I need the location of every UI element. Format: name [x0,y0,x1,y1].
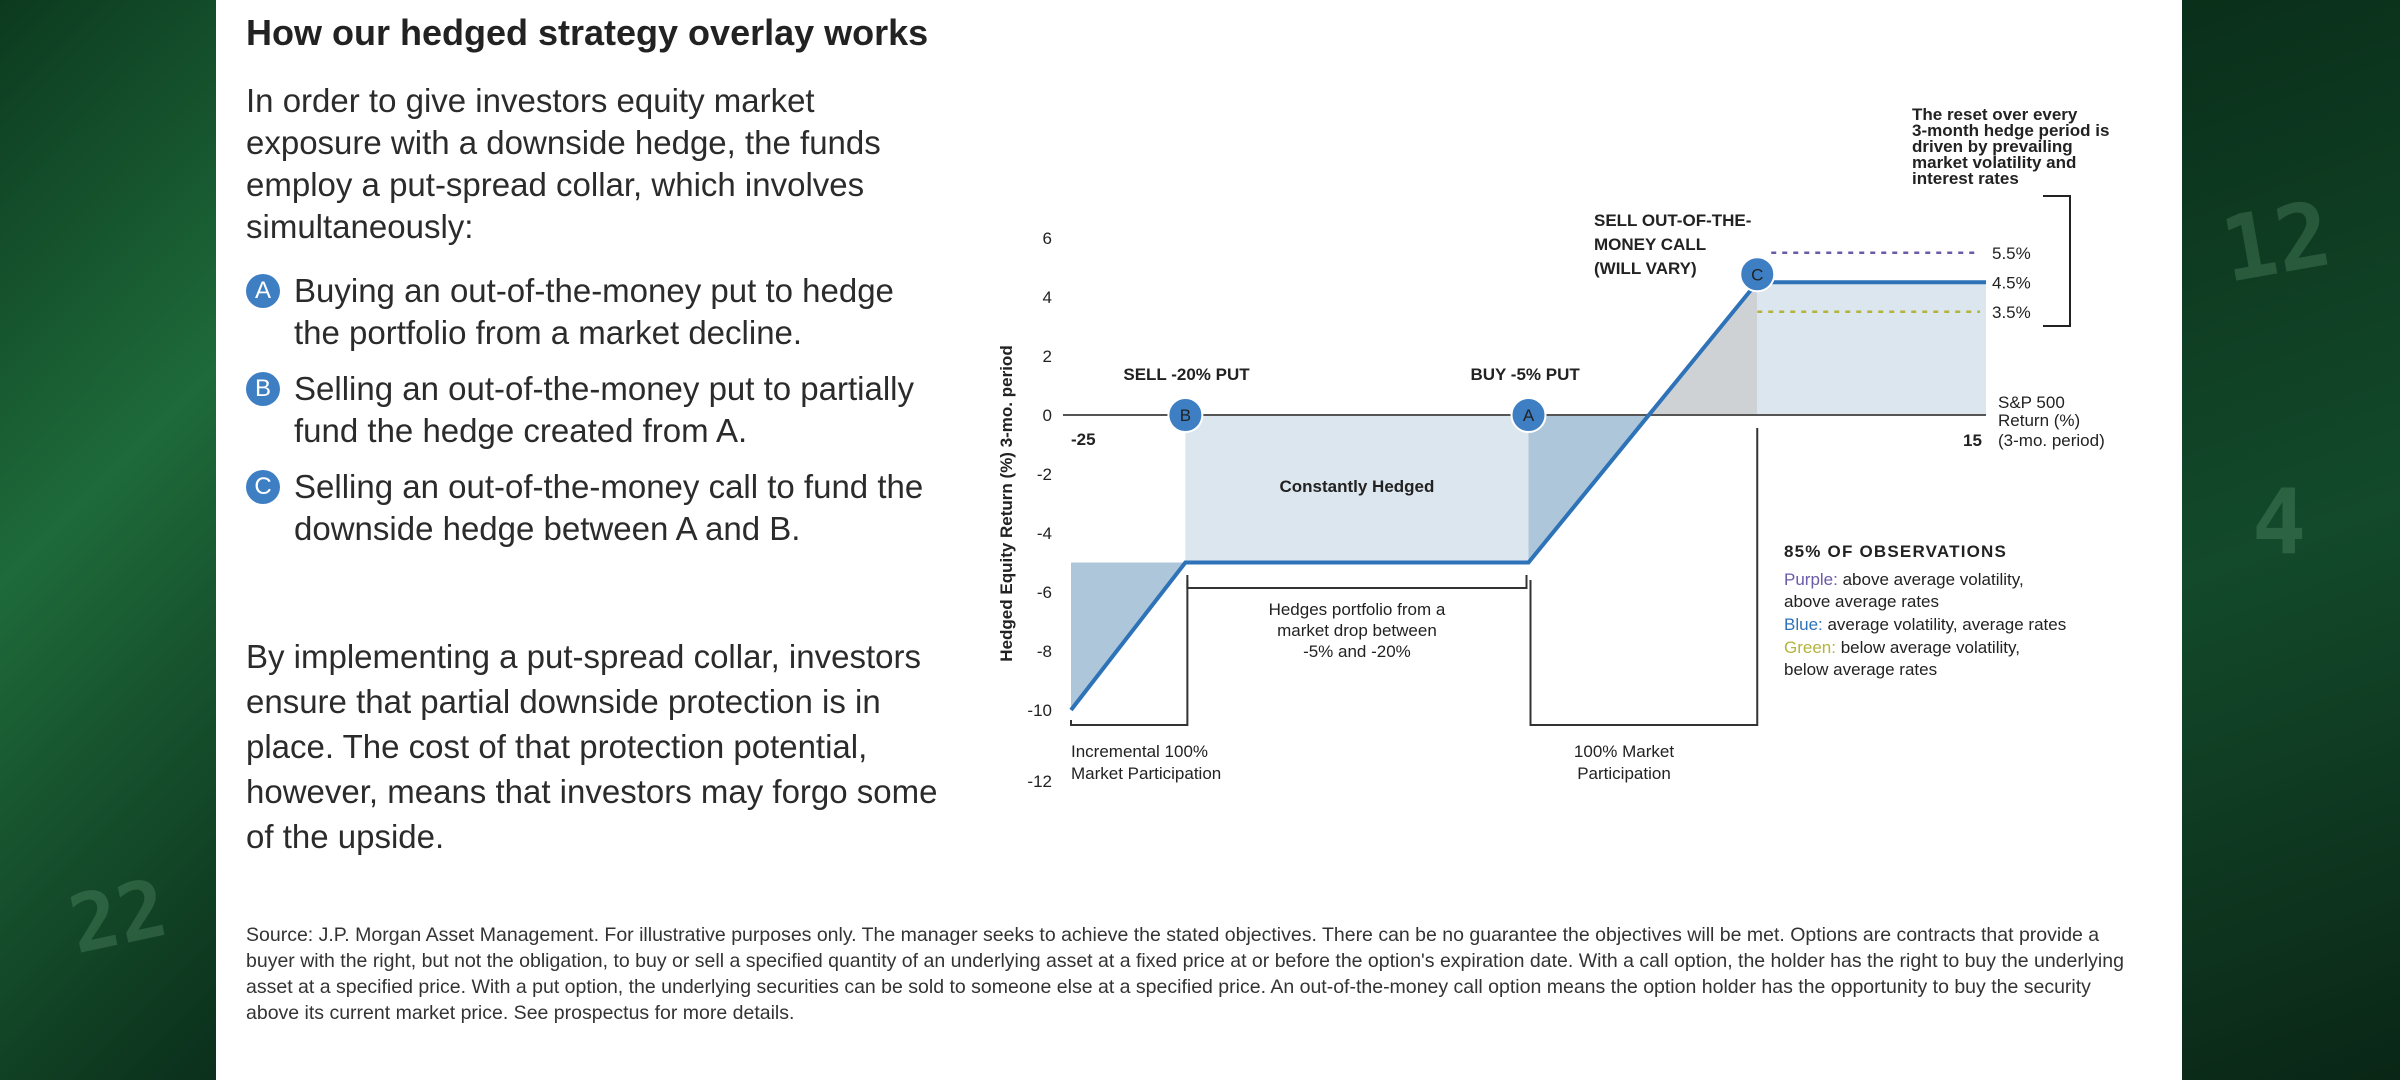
point-label-c: (WILL VARY) [1594,259,1697,278]
step-text: Selling an out-of-the-money call to fund… [294,468,924,547]
legend-key: Blue: [1784,615,1823,634]
cap-label: 4.5% [1992,273,2031,292]
incremental-bracket [1070,580,1189,726]
y-tick-label: -6 [1037,583,1052,602]
y-tick-label: -2 [1037,465,1052,484]
conclusion-paragraph: By implementing a put-spread collar, inv… [246,638,938,855]
legend-key: Green: [1784,638,1836,657]
point-marker-label: C [1751,265,1763,284]
reset-note: The reset over every [1912,105,2078,124]
hedge-range-label: market drop between [1277,621,1437,640]
cap-label: 3.5% [1992,303,2031,322]
page-title: How our hedged strategy overlay works [246,12,929,53]
legend-purple: above average rates [1784,592,1939,611]
y-axis-title: Hedged Equity Return (%) 3-mo. period [997,345,1016,661]
point-marker-c [1739,256,1776,293]
list-item: C Selling an out-of-the-money call to fu… [246,466,936,550]
point-marker-label: B [1180,406,1191,425]
hedged-zone [1185,415,1529,563]
point-label-c: SELL OUT-OF-THE- [1594,211,1751,230]
intro-paragraph: In order to give investors equity market… [246,82,881,245]
reset-note: 3-month hedge period is [1912,121,2109,140]
y-tick-label: -10 [1027,701,1052,720]
capped-zone [1757,282,1986,415]
legend-green: Green: below average volatility, [1784,638,2020,657]
step-badge-c: C [246,470,280,504]
point-label-b: SELL -20% PUT [1123,365,1250,384]
background-right: 12 4 [2182,0,2400,1080]
incremental-label: Incremental 100% [1071,742,1208,761]
legend-text: below average volatility, [1836,638,2020,657]
list-item: A Buying an out-of-the-money put to hedg… [246,270,936,354]
legend-blue: Blue: average volatility, average rates [1784,615,2066,634]
point-marker-b [1167,397,1204,433]
legend-text: average volatility, average rates [1823,615,2066,634]
list-item: B Selling an out-of-the-money put to par… [246,368,936,452]
background-digit: 4 [2252,470,2307,575]
y-tick-label: -4 [1037,524,1052,543]
x-axis-title: (3-mo. period) [1998,431,2105,450]
y-tick-label: 6 [1043,229,1052,248]
y-tick-label: 0 [1043,406,1052,425]
participation-label: 100% Market [1574,742,1674,761]
legend-text: above average volatility, [1838,570,2024,589]
point-marker-label: A [1523,406,1535,425]
legend-text: below average rates [1784,660,1937,679]
payoff-line [1069,280,1986,712]
steps-list: A Buying an out-of-the-money put to hedg… [246,270,936,564]
x-tick-label: -25 [1071,430,1096,449]
legend-purple: Purple: above average volatility, [1784,570,2024,589]
x-tick-label: 15 [1963,431,1982,450]
legend-key: Purple: [1784,570,1838,589]
background-left: 22 [0,0,216,1080]
reset-note: market volatility and [1912,153,2076,172]
participation-label: Participation [1577,764,1671,783]
y-tick-label: 4 [1043,288,1052,307]
constantly-hedged-label: Constantly Hedged [1279,477,1434,496]
step-badge-a: A [246,274,280,308]
source-footnote: Source: J.P. Morgan Asset Management. Fo… [246,924,2124,1024]
point-label-a: BUY -5% PUT [1471,365,1581,384]
hedge-range-label: -5% and -20% [1303,642,1411,661]
y-tick-label: -12 [1027,772,1052,791]
step-badge-b: B [246,372,280,406]
x-axis-title: Return (%) [1998,411,2080,430]
reset-bracket [2043,195,2071,327]
participation-bracket [1529,428,1759,726]
legend-text: above average rates [1784,592,1939,611]
incremental-label: Market Participation [1071,764,1221,783]
legend-green: below average rates [1784,660,1937,679]
point-marker-a [1510,397,1547,433]
hedge-range-label: Hedges portfolio from a [1269,600,1446,619]
step-text: Buying an out-of-the-money put to hedge … [294,272,894,351]
legend-heading: 85% OF OBSERVATIONS [1784,542,2007,561]
step-text: Selling an out-of-the-money put to parti… [294,370,915,449]
point-label-c: MONEY CALL [1594,235,1706,254]
y-tick-label: 2 [1043,347,1052,366]
content-panel: How our hedged strategy overlay works In… [216,0,2182,1080]
y-tick-label: -8 [1037,642,1052,661]
reset-note: driven by prevailing [1912,137,2073,156]
cap-label: 5.5% [1992,244,2031,263]
x-axis-title: S&P 500 [1998,393,2065,412]
reset-note: interest rates [1912,169,2019,188]
hedge-range-bracket [1186,575,1528,589]
